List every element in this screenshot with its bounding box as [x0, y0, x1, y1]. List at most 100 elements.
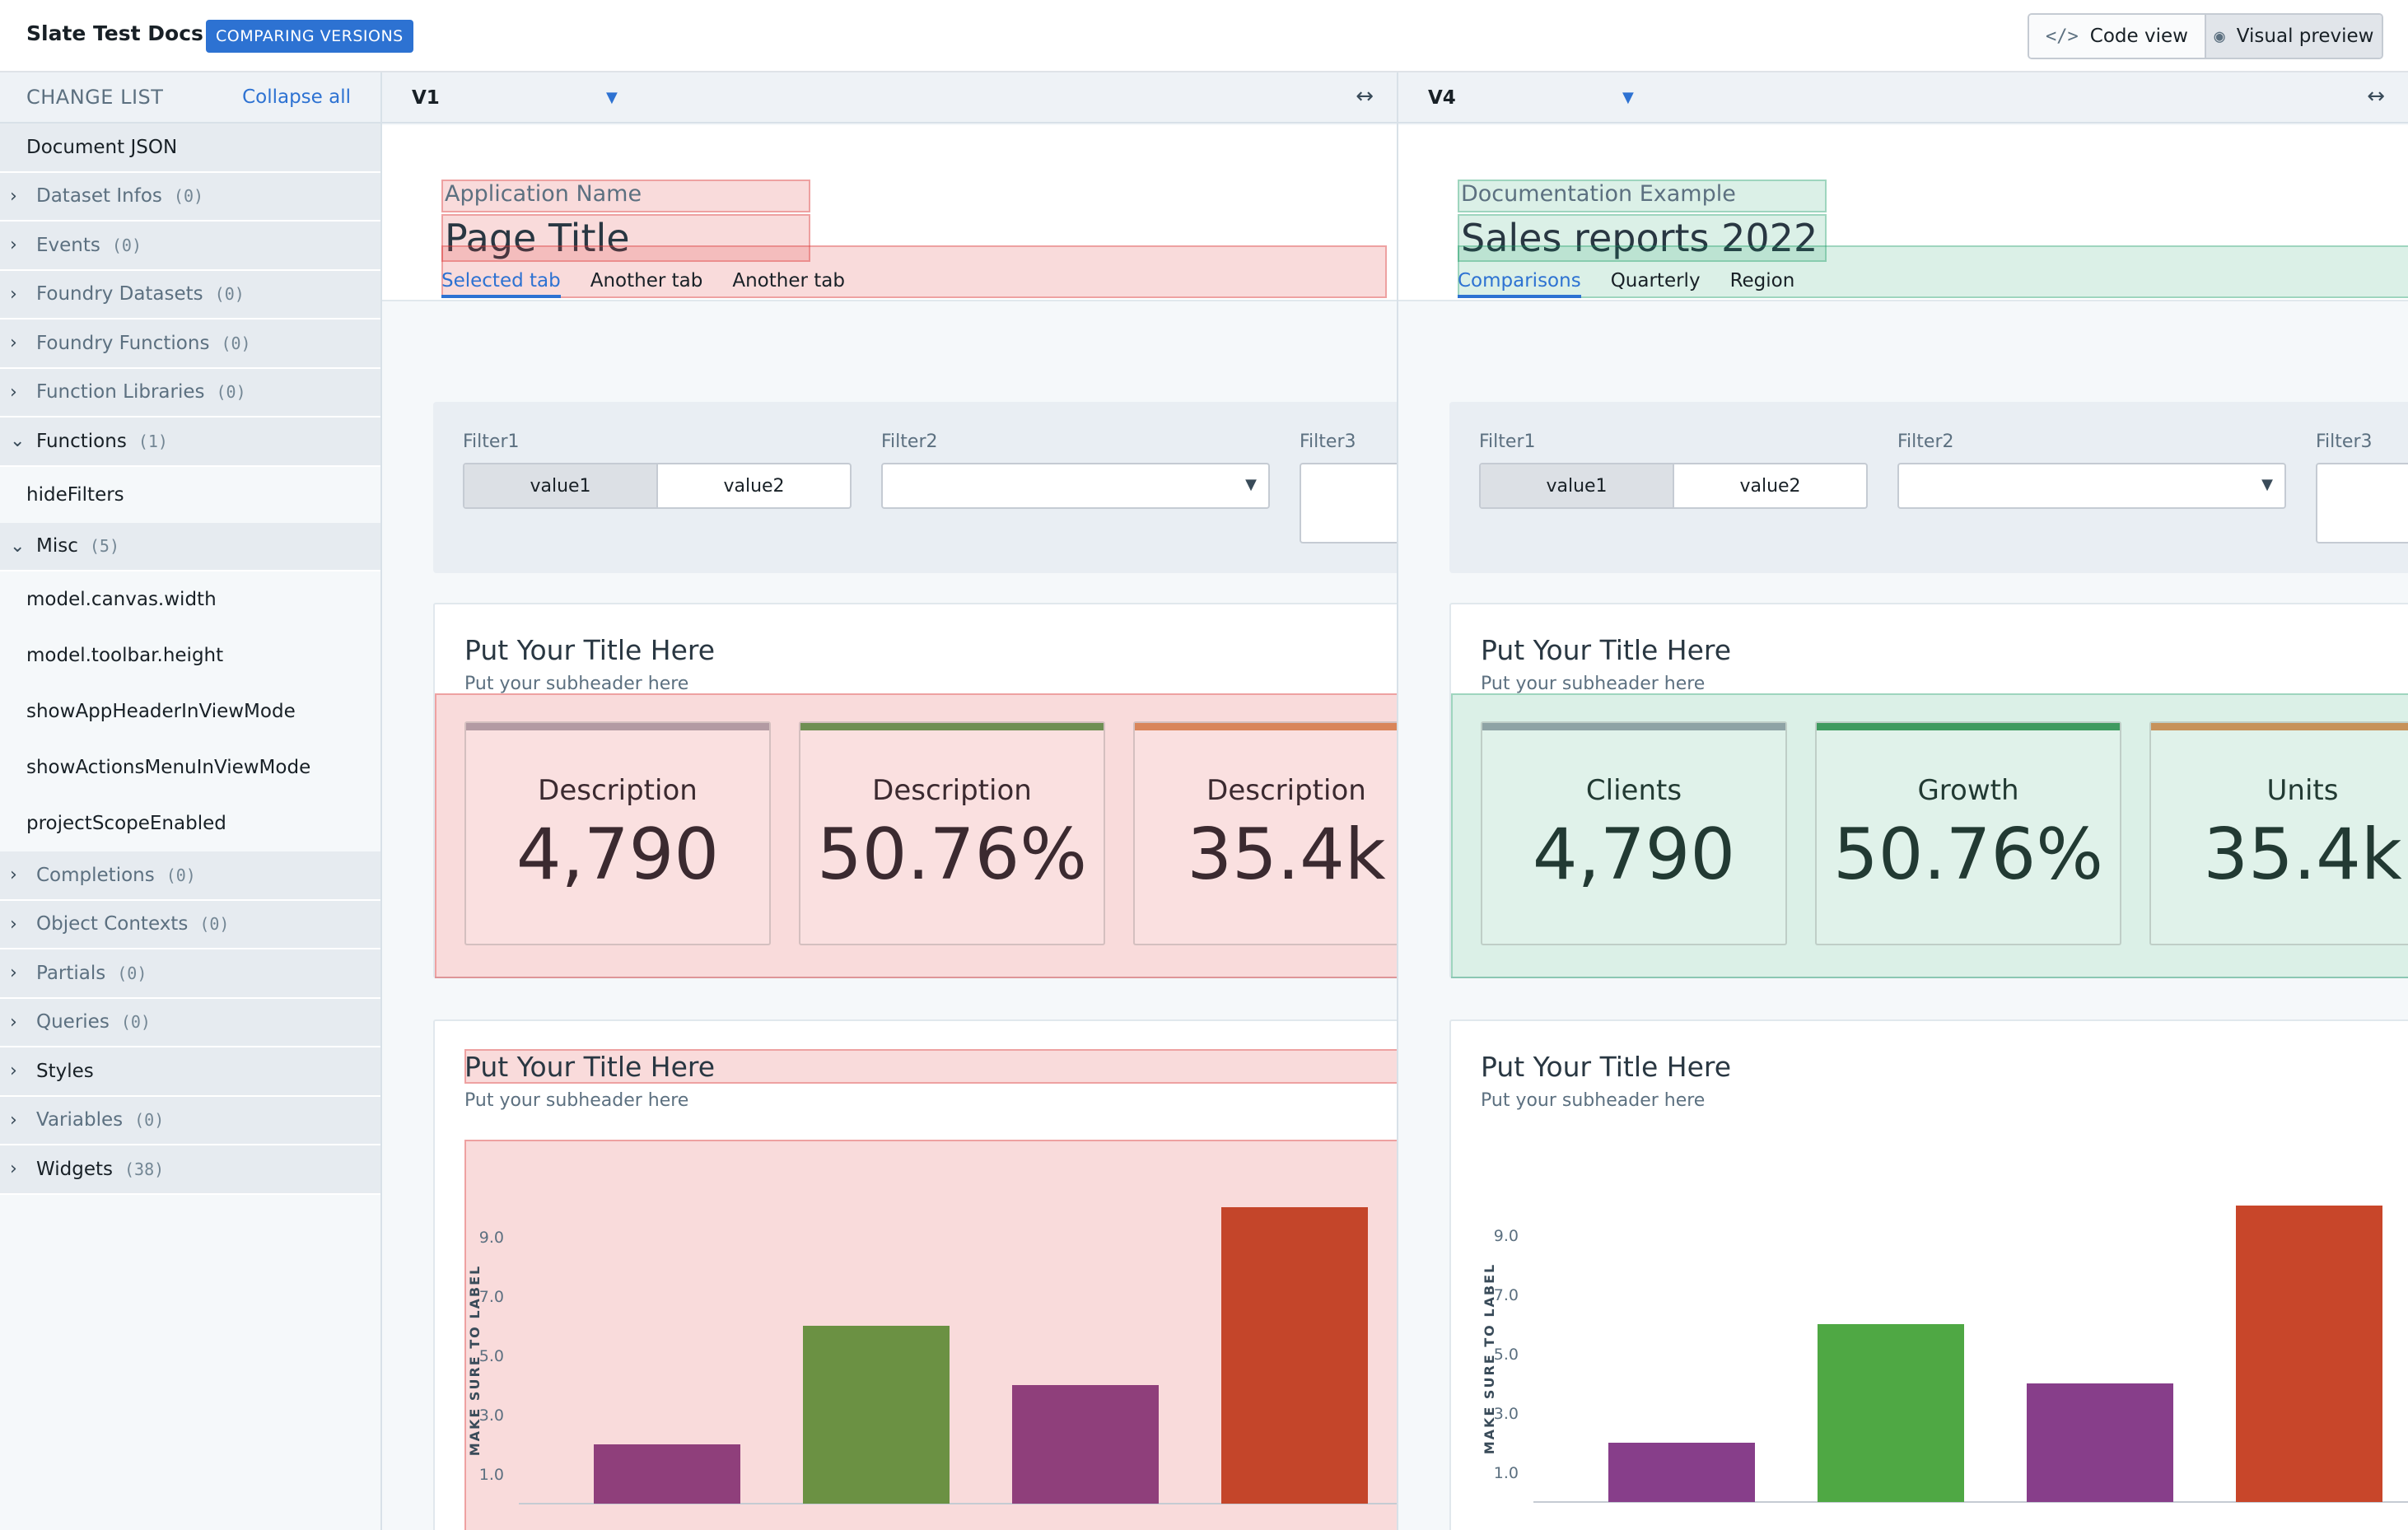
sidebar-group-completions[interactable]: › Completions (0) [0, 851, 380, 901]
sidebar-item-model-canvas-width[interactable]: model.canvas.width [0, 571, 380, 627]
kpi-label: Units [2266, 774, 2339, 807]
version-pane-v4: V4 ▼ ↔ Documentation Example Sales repor… [1398, 72, 2408, 1530]
y-tick-label: 3.0 [479, 1406, 504, 1425]
kpi-card: Put Your Title Here Put your subheader h… [1449, 603, 2408, 978]
sidebar-item-show-app-header[interactable]: showAppHeaderInViewMode [0, 683, 380, 739]
caret-down-icon[interactable]: ▼ [1622, 89, 1634, 106]
comparing-versions-badge: COMPARING VERSIONS [206, 20, 413, 53]
group-count: (0) [173, 186, 204, 207]
sidebar-group-events[interactable]: › Events (0) [0, 222, 380, 271]
chevron-right-icon: › [10, 963, 17, 984]
kpi-value: 4,790 [516, 814, 720, 896]
sidebar-group-dataset-infos[interactable]: › Dataset Infos (0) [0, 172, 380, 222]
sidebar-group-misc[interactable]: ⌄ Misc (5) [0, 522, 380, 571]
filters-panel: Filter1 Filter2 Filter3 value1 value2 ▼ [433, 402, 1397, 573]
collapse-all-link[interactable]: Collapse all [242, 86, 351, 108]
kpi-value: 35.4k [1187, 814, 1386, 896]
chevron-right-icon: › [10, 185, 17, 207]
tab-region[interactable]: Region [1729, 270, 1795, 292]
sidebar-group-partials[interactable]: › Partials (0) [0, 949, 380, 999]
x-tick-label: 4 [2304, 1528, 2314, 1530]
group-label: Functions [36, 430, 127, 452]
sidebar-group-styles[interactable]: › Styles [0, 1047, 380, 1097]
chevron-right-icon: › [10, 913, 17, 935]
page-header [382, 125, 1397, 301]
caret-down-icon: ▼ [1245, 476, 1257, 493]
kpi-accent-bar [466, 723, 769, 730]
group-count: (5) [89, 536, 119, 557]
page-title: Sales reports 2022 [1458, 214, 1827, 262]
bar-3 [1012, 1385, 1159, 1504]
sidebar-group-function-libraries[interactable]: › Function Libraries (0) [0, 368, 380, 417]
kpi-diff-highlight: Description 4,790 Description 50.76% Des… [435, 693, 1397, 978]
swap-arrows-icon[interactable]: ↔ [1356, 84, 1374, 109]
code-view-button[interactable]: </> Code view [2029, 15, 2205, 58]
sidebar-item-hidefilters[interactable]: hideFilters [0, 466, 380, 523]
code-view-label: Code view [2089, 26, 2188, 47]
kpi-label: Growth [1917, 774, 2019, 807]
group-label: Events [36, 234, 100, 256]
kpi-accent-bar [1817, 723, 2120, 730]
group-label: Function Libraries [36, 381, 205, 403]
y-tick-label: 5.0 [1494, 1346, 1519, 1364]
sidebar-item-project-scope-enabled[interactable]: projectScopeEnabled [0, 795, 380, 851]
version-select[interactable]: V4 [1428, 87, 1456, 109]
bar-2 [1818, 1324, 1964, 1502]
filter3-label: Filter3 [2316, 431, 2373, 452]
visual-preview-button[interactable]: ◉ Visual preview [2205, 15, 2382, 58]
chevron-right-icon: › [10, 1159, 17, 1180]
filter2-dropdown[interactable]: ▼ [881, 463, 1270, 509]
sidebar-group-functions[interactable]: ⌄ Functions (1) [0, 417, 380, 467]
group-label: Object Contexts [36, 913, 189, 935]
tab-bar: Comparisons Quarterly Region [1458, 245, 1824, 298]
filter1-segmented-control: value1 value2 [463, 463, 852, 509]
chart-card: Put Your Title Here Put your subheader h… [433, 1019, 1397, 1530]
card-subtitle: Put your subheader here [1481, 674, 1706, 694]
kpi-tile: Description 4,790 [464, 721, 771, 945]
filter3-input[interactable] [1300, 463, 1397, 543]
page-header [1398, 125, 2408, 301]
group-count: (0) [111, 235, 142, 255]
swap-arrows-icon[interactable]: ↔ [2367, 84, 2385, 109]
tab-comparisons[interactable]: Comparisons [1458, 245, 1581, 298]
bar-2 [803, 1326, 950, 1504]
filters-panel: Filter1 Filter2 Filter3 value1 value2 ▼ [1449, 402, 2408, 573]
page-title: Page Title [441, 214, 810, 262]
group-label: Completions [36, 864, 155, 886]
segment-value2[interactable]: value2 [656, 464, 850, 507]
kpi-tile: Description 35.4k [1133, 721, 1397, 945]
chevron-right-icon: › [10, 1061, 17, 1082]
tab-selected[interactable]: Selected tab [441, 245, 561, 298]
filter1-label: Filter1 [1479, 431, 1536, 452]
chart-diff-highlight: 1.03.05.07.09.01234MAKE SURE TO LABELMAK… [464, 1140, 1397, 1530]
filter2-dropdown[interactable]: ▼ [1897, 463, 2286, 509]
sidebar-group-variables[interactable]: › Variables (0) [0, 1096, 380, 1145]
y-tick-label: 1.0 [479, 1466, 504, 1484]
tab-another-2[interactable]: Another tab [732, 270, 845, 292]
tab-another-1[interactable]: Another tab [590, 270, 703, 292]
kpi-accent-bar [1135, 723, 1397, 730]
sidebar-item-model-toolbar-height[interactable]: model.toolbar.height [0, 627, 380, 683]
sidebar-group-queries[interactable]: › Queries (0) [0, 998, 380, 1047]
y-tick-label: 9.0 [479, 1229, 504, 1247]
chart-card: Put Your Title Here Put your subheader h… [1449, 1019, 2408, 1530]
segment-value1[interactable]: value1 [1481, 464, 1673, 507]
sidebar-group-foundry-functions[interactable]: › Foundry Functions (0) [0, 320, 380, 369]
group-count: (0) [221, 333, 251, 353]
sidebar-item-document-json[interactable]: Document JSON [0, 124, 380, 173]
sidebar-group-object-contexts[interactable]: › Object Contexts (0) [0, 900, 380, 949]
tab-quarterly[interactable]: Quarterly [1610, 270, 1701, 292]
segment-value1[interactable]: value1 [464, 464, 656, 507]
kpi-tile: Growth 50.76% [1815, 721, 2121, 945]
sidebar-group-foundry-datasets[interactable]: › Foundry Datasets (0) [0, 270, 380, 320]
group-count: (0) [214, 284, 245, 305]
top-bar: Slate Test Docs COMPARING VERSIONS </> C… [0, 0, 2408, 72]
version-select[interactable]: V1 [412, 87, 440, 109]
sidebar-group-widgets[interactable]: › Widgets (38) [0, 1145, 380, 1195]
eye-icon: ◉ [2214, 26, 2225, 47]
filter3-input[interactable] [2316, 463, 2408, 543]
x-tick-label: 3 [2095, 1528, 2105, 1530]
caret-down-icon[interactable]: ▼ [606, 89, 618, 106]
segment-value2[interactable]: value2 [1673, 464, 1866, 507]
sidebar-item-show-actions-menu[interactable]: showActionsMenuInViewMode [0, 739, 380, 795]
